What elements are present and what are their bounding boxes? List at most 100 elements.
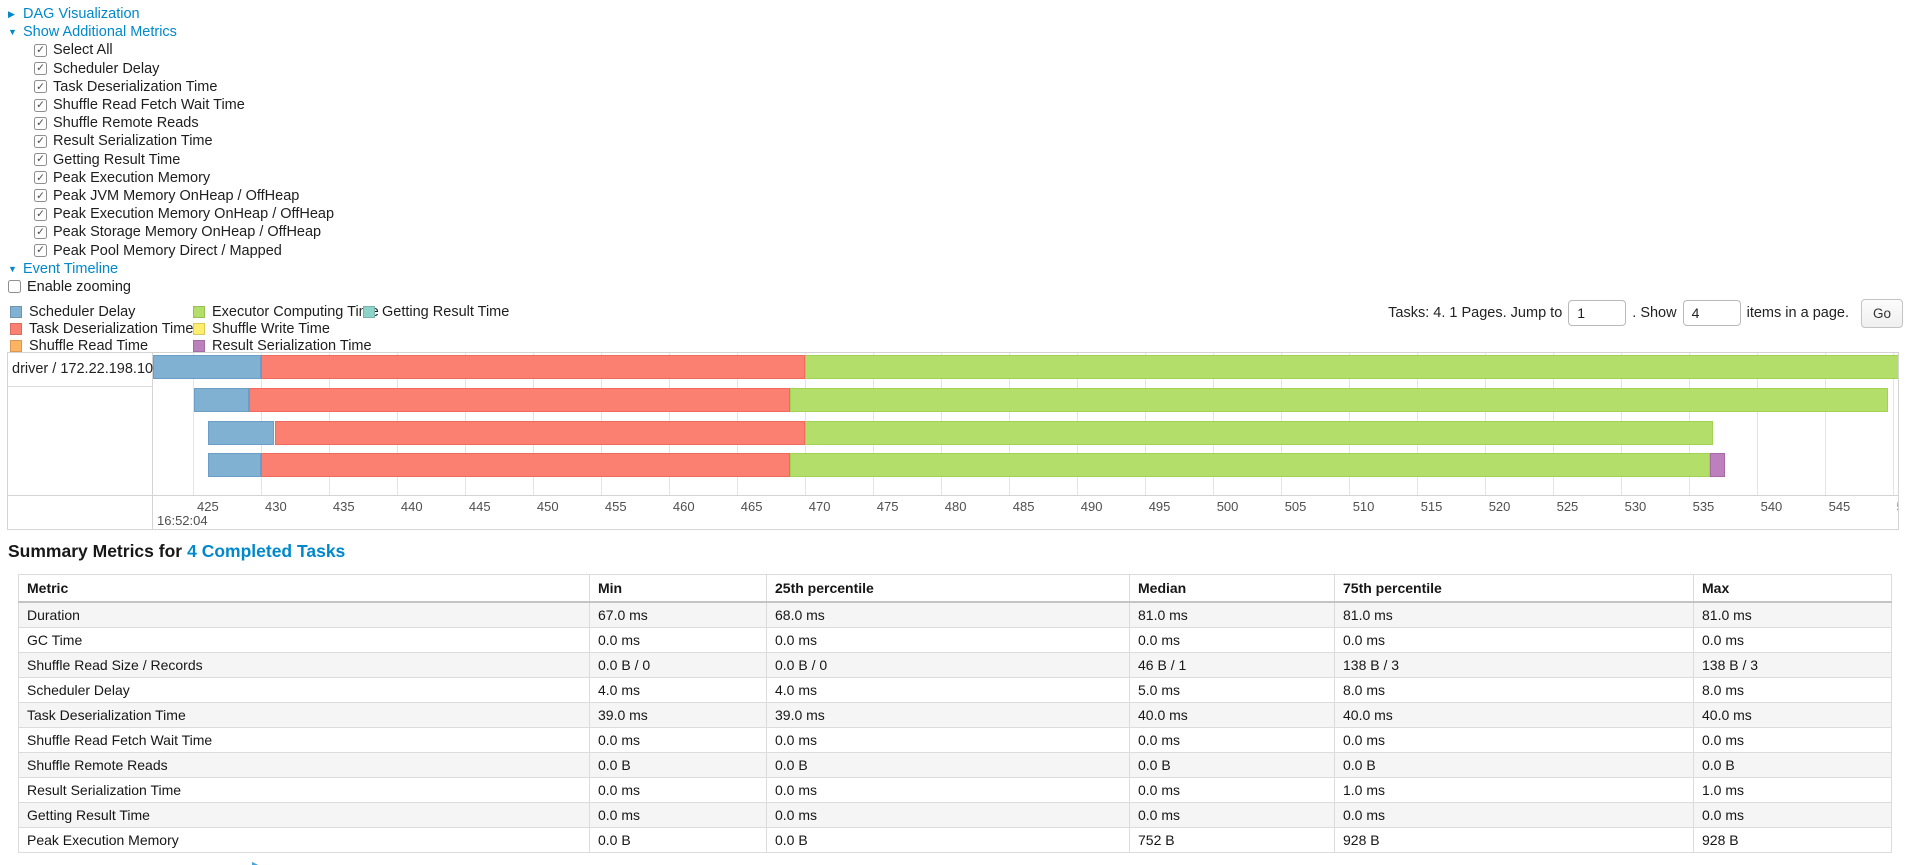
metric-value-cell: 81.0 ms: [1334, 601, 1694, 628]
timeline-plot: [153, 353, 1898, 495]
task-bar-segment-scheduler-delay[interactable]: [194, 388, 249, 412]
event-timeline-link[interactable]: Event Timeline: [23, 260, 119, 277]
gridline: [1824, 353, 1826, 495]
metric-checkbox[interactable]: [34, 116, 47, 130]
metric-value-cell: 0.0 B: [589, 827, 767, 853]
axis-tick-label: 545: [1828, 499, 1851, 514]
metric-checkbox[interactable]: [34, 171, 47, 185]
table-row: Shuffle Read Fetch Wait Time 0.0 ms 0.0 ms…: [18, 727, 1892, 753]
gridline: [1756, 353, 1758, 495]
task-bar-segment-task-deserialization[interactable]: [261, 355, 805, 379]
axis-tick-label: 495: [1148, 499, 1171, 514]
metric-value-cell: 1.0 ms: [1693, 777, 1892, 803]
metric-checkbox[interactable]: [34, 153, 47, 167]
axis-tick-label: 505: [1284, 499, 1307, 514]
metric-value-cell: 928 B: [1693, 827, 1892, 853]
task-bar-segment-executor-computing[interactable]: [789, 388, 1889, 412]
task-bar-segment-executor-computing[interactable]: [789, 453, 1711, 477]
metric-checkbox-label: Peak Execution Memory: [53, 169, 211, 186]
metric-checkbox-row: Scheduler Delay: [34, 60, 334, 78]
event-timeline-toggle[interactable]: Event Timeline: [8, 260, 334, 278]
metric-checkbox-label: Task Deserialization Time: [53, 78, 218, 95]
legend-item: Executor Computing Time: [193, 303, 379, 320]
metric-checkbox-row: Select All: [34, 41, 334, 59]
metric-checkbox-label: Shuffle Read Fetch Wait Time: [53, 97, 245, 114]
axis-tick-label: 525: [1556, 499, 1579, 514]
task-bar-segment-result-serialization[interactable]: [1710, 453, 1726, 477]
metric-checkbox[interactable]: [34, 43, 47, 57]
executor-group-label: driver / 172.22.198.104: [8, 353, 153, 387]
task-bar-segment-task-deserialization[interactable]: [274, 421, 805, 445]
metric-value-cell: 0.0 B: [1129, 752, 1335, 778]
show-additional-metrics-link[interactable]: Show Additional Metrics: [23, 24, 177, 41]
axis-tick-label: 510: [1352, 499, 1375, 514]
metric-value-cell: 0.0 B: [766, 752, 1130, 778]
legend-swatch-icon: [193, 305, 205, 318]
metric-checkbox-label: Peak JVM Memory OnHeap / OffHeap: [53, 187, 300, 204]
legend-item: Result Serialization Time: [193, 337, 379, 354]
task-bar-segment-scheduler-delay[interactable]: [153, 355, 261, 379]
metric-checkbox[interactable]: [34, 134, 47, 148]
metric-checkbox-row: Result Serialization Time: [34, 132, 334, 150]
table-row: Shuffle Read Size / Records 0.0 B / 0 0.0 …: [18, 652, 1892, 678]
metric-value-cell: 5.0 ms: [1129, 677, 1335, 703]
metric-checkbox[interactable]: [34, 207, 47, 221]
metric-name-cell: Task Deserialization Time: [18, 702, 590, 728]
metric-value-cell: 0.0 ms: [589, 627, 767, 653]
dag-visualization-toggle[interactable]: DAG Visualization: [8, 5, 334, 23]
items-per-page-input[interactable]: [1682, 300, 1741, 326]
metric-checkbox[interactable]: [34, 244, 47, 258]
chevron-down-icon: [8, 27, 20, 37]
task-bar-segment-scheduler-delay[interactable]: [207, 453, 261, 477]
enable-zooming-row: Enable zooming: [8, 278, 334, 296]
metric-checkbox-label: Scheduler Delay: [53, 60, 160, 77]
metric-checkbox[interactable]: [34, 80, 47, 94]
legend-label: Shuffle Read Time: [29, 337, 149, 354]
metric-value-cell: 8.0 ms: [1693, 677, 1892, 703]
metric-checkbox[interactable]: [34, 62, 47, 76]
jump-to-page-input[interactable]: [1568, 300, 1627, 326]
table-row: Getting Result Time 0.0 ms 0.0 ms 0.0 ms 0.0…: [18, 802, 1892, 828]
table-row: Duration 67.0 ms 68.0 ms 81.0 ms 81.0 ms 81.0…: [18, 601, 1892, 628]
metric-value-cell: 0.0 ms: [1693, 727, 1892, 753]
axis-tick-label: 455: [604, 499, 627, 514]
metric-name-cell: Peak Execution Memory: [18, 827, 590, 853]
column-header-max: Max: [1693, 574, 1892, 603]
task-bar-segment-task-deserialization[interactable]: [248, 388, 790, 412]
metric-value-cell: 8.0 ms: [1334, 677, 1694, 703]
table-row: Scheduler Delay 4.0 ms 4.0 ms 5.0 ms 8.0 ms 8…: [18, 677, 1892, 703]
enable-zooming-checkbox[interactable]: [8, 280, 21, 294]
task-bar-segment-task-deserialization[interactable]: [261, 453, 790, 477]
axis-tick-label: 445: [468, 499, 491, 514]
metric-value-cell: 39.0 ms: [766, 702, 1130, 728]
show-additional-metrics-toggle[interactable]: Show Additional Metrics: [8, 23, 334, 41]
metric-value-cell: 0.0 ms: [1129, 727, 1335, 753]
task-bar-segment-executor-computing[interactable]: [804, 421, 1714, 445]
metric-value-cell: 81.0 ms: [1693, 601, 1892, 628]
task-pagination: Tasks: 4. 1 Pages. Jump to . Show items …: [1388, 296, 1903, 330]
gridline: [1892, 353, 1894, 495]
task-bar-segment-scheduler-delay[interactable]: [207, 421, 275, 445]
metric-value-cell: 0.0 B: [766, 827, 1130, 853]
metric-value-cell: 40.0 ms: [1334, 702, 1694, 728]
go-button[interactable]: Go: [1860, 298, 1903, 328]
metric-value-cell: 81.0 ms: [1129, 601, 1335, 628]
clipped-element-fragment: ▸: [252, 858, 259, 865]
metric-checkbox[interactable]: [34, 225, 47, 239]
axis-tick-label: 450: [536, 499, 559, 514]
axis-tick-label: 500: [1216, 499, 1239, 514]
completed-tasks-link[interactable]: 4 Completed Tasks: [187, 541, 346, 561]
legend-column: Scheduler Delay Task Deserialization Time…: [10, 303, 193, 354]
table-row: Shuffle Remote Reads 0.0 B 0.0 B 0.0 B 0.0 B…: [18, 752, 1892, 778]
metric-checkbox[interactable]: [34, 189, 47, 203]
metric-name-cell: Shuffle Remote Reads: [18, 752, 590, 778]
legend-swatch-icon: [363, 305, 375, 318]
task-bar-segment-executor-computing[interactable]: [804, 355, 1898, 379]
metric-value-cell: 4.0 ms: [589, 677, 767, 703]
axis-tick-label: 475: [876, 499, 899, 514]
legend-item: Getting Result Time: [363, 303, 509, 320]
metric-checkbox[interactable]: [34, 98, 47, 112]
dag-visualization-link[interactable]: DAG Visualization: [23, 6, 140, 23]
legend-swatch-icon: [10, 339, 22, 352]
